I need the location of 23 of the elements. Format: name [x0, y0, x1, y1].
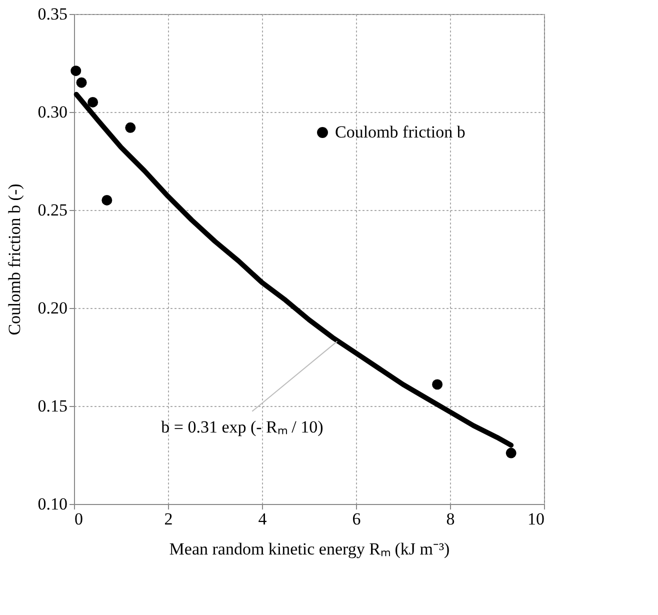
x-tick-label: 2	[164, 510, 173, 528]
y-tick-label: 0.30	[38, 102, 68, 122]
legend-label: Coulomb friction b	[335, 122, 466, 142]
x-axis-title: Mean random kinetic energy Rₘ (kJ m⁻³)	[169, 540, 450, 558]
point	[70, 66, 82, 76]
annotation: b = 0.31 exp (- Rₘ / 10)	[161, 417, 324, 436]
y-tick-label: 0.10	[38, 494, 68, 514]
point	[88, 96, 98, 108]
y-axis-title: Coulomb friction b (-)	[4, 184, 24, 336]
point	[125, 122, 136, 133]
point	[506, 448, 516, 458]
y-tick-label: 0.35	[38, 4, 68, 24]
y-tick-label: 0.25	[38, 200, 68, 220]
point	[76, 77, 87, 88]
x-tick-label: 8	[446, 510, 455, 528]
x-tick-label: 0	[74, 510, 83, 528]
y-tick-label: 0.15	[38, 396, 68, 416]
x-tick-label: 6	[352, 510, 361, 528]
x-tick-label: 10	[528, 510, 544, 528]
x-tick-label: 4	[258, 510, 268, 528]
point	[102, 194, 112, 206]
point	[432, 379, 443, 390]
y-tick-label: 0.20	[38, 298, 68, 318]
